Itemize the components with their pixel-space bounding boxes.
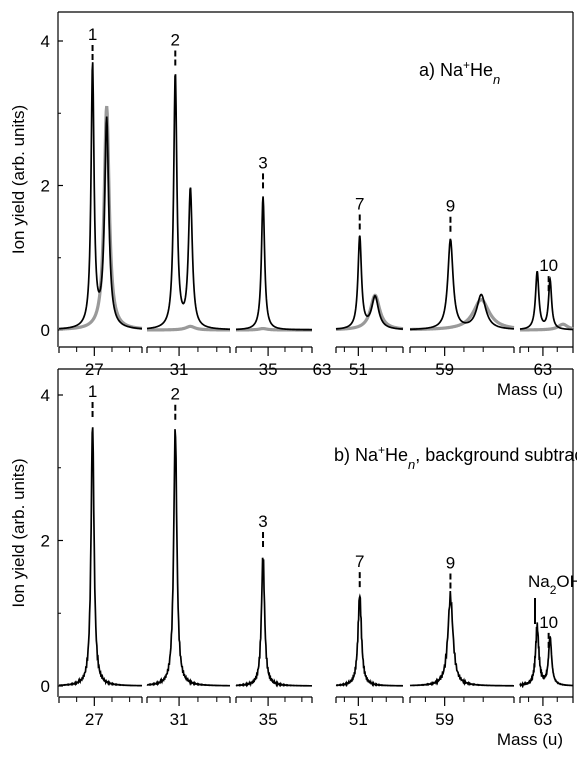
segment-31: 31 2 <box>146 385 231 729</box>
cluster-label: 2 <box>171 31 180 50</box>
segment-51: 51 7 <box>335 552 404 729</box>
x-tick-label: 51 <box>349 710 368 729</box>
segment-31: 312 <box>146 31 231 379</box>
x-axis-label: Mass (u) <box>497 380 563 399</box>
y-tick-label: 0 <box>41 321 50 340</box>
panel-title: a) Na+Hen <box>419 58 500 87</box>
panel-b: 0 2 4 Ion yield (arb. units) Mass (u) b) Na+H… <box>9 368 577 749</box>
panel-a: 0 2 4 Ion yield (arb. units) Mass (u) a) Na+H… <box>9 11 574 399</box>
y-tick-label: 0 <box>41 677 50 696</box>
cluster-label: 1 <box>88 25 97 44</box>
black-trace <box>409 591 514 687</box>
gray-trace <box>409 298 515 332</box>
x-tick-label: 27 <box>85 710 104 729</box>
y-tick-label: 4 <box>41 386 50 405</box>
segment-27: 27 1 <box>58 382 143 729</box>
black-trace <box>235 196 313 331</box>
y-tick-label: 2 <box>41 177 50 196</box>
segment-63: 63 10 <box>519 613 574 729</box>
cluster-label: 9 <box>446 197 455 216</box>
segment-51: 517 <box>335 195 404 379</box>
black-trace <box>58 427 143 687</box>
segment-59: 59 9 <box>409 554 515 729</box>
segment-27: 271 <box>58 25 143 379</box>
segment-59: 599 <box>409 197 515 379</box>
x-tick-label: 35 <box>259 710 278 729</box>
black-trace <box>58 62 143 330</box>
cluster-label: 10 <box>539 256 558 275</box>
black-trace <box>335 235 404 330</box>
black-trace <box>235 557 313 688</box>
black-trace <box>146 429 231 687</box>
gray-trace <box>520 322 574 332</box>
x-tick-label: 63 <box>533 710 552 729</box>
gray-trace <box>58 105 143 331</box>
cluster-label: 2 <box>171 385 180 404</box>
cluster-label: 3 <box>258 512 267 531</box>
y-tick-label: 4 <box>41 32 50 51</box>
segment-35: 353 <box>235 153 313 379</box>
y-tick-label: 2 <box>41 532 50 551</box>
cluster-label: 10 <box>539 613 558 632</box>
cluster-label: 7 <box>355 195 364 214</box>
black-trace <box>335 593 404 688</box>
y-axis-label: Ion yield (arb. units) <box>9 105 28 254</box>
x-axis-label: Mass (u) <box>497 730 563 749</box>
x-tick-label: 31 <box>170 710 189 729</box>
black-trace <box>146 74 231 331</box>
cluster-label: 7 <box>355 552 364 571</box>
cluster-label: 9 <box>446 554 455 573</box>
cluster-label: 3 <box>258 153 267 172</box>
species-label: Na2OH+ <box>528 569 577 597</box>
gray-trace <box>147 324 230 332</box>
black-trace <box>519 270 574 331</box>
segment-35: 35 3 <box>235 512 313 729</box>
black-trace <box>519 622 574 689</box>
panel-title: b) Na+Hen, background subtracted <box>334 443 577 472</box>
x-tick-label: 59 <box>435 710 454 729</box>
black-trace <box>409 238 515 331</box>
y-axis-label: Ion yield (arb. units) <box>9 458 28 607</box>
cluster-label: 1 <box>88 382 97 401</box>
